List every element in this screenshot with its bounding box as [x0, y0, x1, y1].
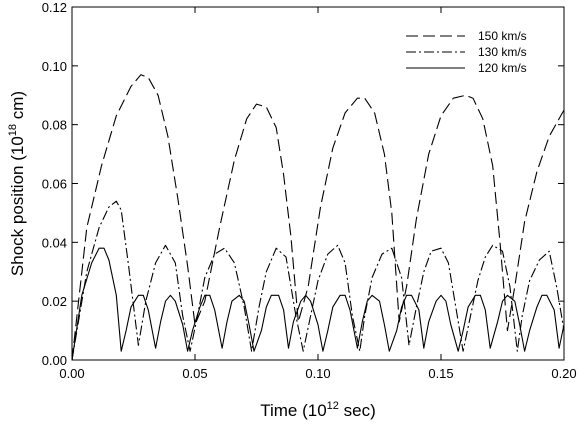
series-line-120-km-s — [71, 247, 565, 361]
x-tick-label: 0.10 — [305, 366, 330, 381]
x-axis-label: Time (1012 sec) — [260, 400, 376, 420]
legend-label: 150 km/s — [478, 29, 527, 43]
x-tick-label: 0.05 — [182, 366, 207, 381]
legend-label: 130 km/s — [478, 45, 527, 59]
x-tick-label: 0.15 — [428, 366, 453, 381]
y-tick-label: 0.00 — [42, 353, 67, 368]
plot-frame — [71, 6, 565, 361]
series-layer — [71, 74, 565, 361]
x-tick-label: 0.20 — [551, 366, 576, 381]
series-line-150-km-s — [71, 74, 565, 361]
y-tick-label: 0.08 — [42, 118, 67, 133]
y-tick-label: 0.10 — [42, 59, 67, 74]
y-tick-label: 0.12 — [42, 0, 67, 15]
y-axis-label: Shock position (1018 cm) — [7, 91, 27, 276]
y-tick-label: 0.06 — [42, 177, 67, 192]
legend: 150 km/s 130 km/s 120 km/s — [406, 29, 527, 75]
ticks-layer: 0.00 0.05 0.10 0.15 0.20 0.00 0.02 0.04 0.06 0.08… — [42, 0, 577, 381]
legend-label: 120 km/s — [478, 61, 527, 75]
x-tick-label: 0.00 — [59, 366, 84, 381]
series-line-130-km-s — [71, 200, 565, 361]
y-tick-label: 0.04 — [42, 235, 67, 250]
y-tick-label: 0.02 — [42, 294, 67, 309]
